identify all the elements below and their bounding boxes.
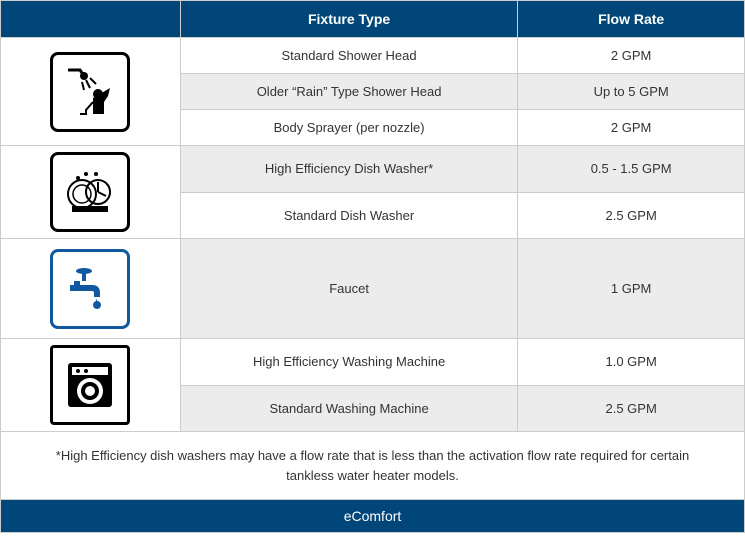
table-header-row: Fixture Type Flow Rate xyxy=(1,1,745,38)
icon-cell-shower xyxy=(1,38,181,146)
footer-brand: eComfort xyxy=(0,500,745,533)
flow-rate-table: Fixture Type Flow Rate xyxy=(0,0,745,432)
flow-rate: 1.0 GPM xyxy=(518,339,745,386)
table-row: Standard Shower Head 2 GPM xyxy=(1,38,745,74)
header-fixture: Fixture Type xyxy=(180,1,517,38)
table-row: High Efficiency Washing Machine 1.0 GPM xyxy=(1,339,745,386)
fixture-name: High Efficiency Dish Washer* xyxy=(180,146,517,193)
fixture-name: Body Sprayer (per nozzle) xyxy=(180,110,517,146)
fixture-name: Faucet xyxy=(180,239,517,339)
footnote-text: *High Efficiency dish washers may have a… xyxy=(0,432,745,500)
icon-cell-washer xyxy=(1,339,181,432)
flow-rate: 2 GPM xyxy=(518,38,745,74)
flow-rate: 2.5 GPM xyxy=(518,385,745,432)
icon-cell-faucet xyxy=(1,239,181,339)
table-row: High Efficiency Dish Washer* 0.5 - 1.5 G… xyxy=(1,146,745,193)
flow-rate: 2.5 GPM xyxy=(518,192,745,239)
shower-icon xyxy=(50,52,130,132)
fixture-name: Older “Rain” Type Shower Head xyxy=(180,74,517,110)
flow-rate: 2 GPM xyxy=(518,110,745,146)
fixture-name: Standard Washing Machine xyxy=(180,385,517,432)
table-row: Faucet 1 GPM xyxy=(1,239,745,339)
fixture-name: Standard Dish Washer xyxy=(180,192,517,239)
header-rate: Flow Rate xyxy=(518,1,745,38)
icon-cell-dishwasher xyxy=(1,146,181,239)
flow-rate: 0.5 - 1.5 GPM xyxy=(518,146,745,193)
flow-rate: Up to 5 GPM xyxy=(518,74,745,110)
flow-rate: 1 GPM xyxy=(518,239,745,339)
fixture-name: High Efficiency Washing Machine xyxy=(180,339,517,386)
dishwasher-icon xyxy=(50,152,130,232)
header-spacer xyxy=(1,1,181,38)
faucet-icon xyxy=(50,249,130,329)
washing-machine-icon xyxy=(50,345,130,425)
fixture-name: Standard Shower Head xyxy=(180,38,517,74)
